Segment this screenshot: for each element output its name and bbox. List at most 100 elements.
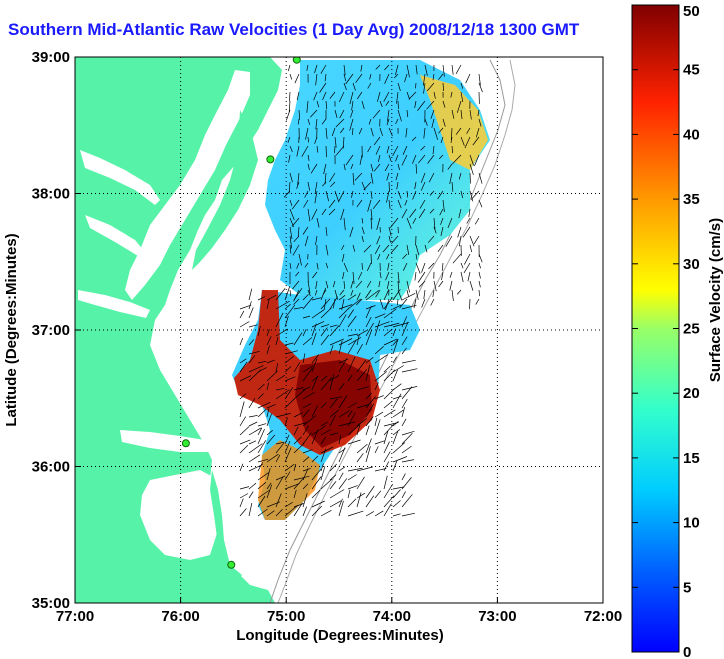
velocity-arrow <box>239 508 247 517</box>
velocity-arrow <box>352 82 356 91</box>
velocity-arrow <box>365 446 371 463</box>
velocity-arrow <box>389 217 399 229</box>
velocity-arrow <box>368 118 372 125</box>
velocity-arrow <box>392 145 399 157</box>
velocity-arrow <box>307 280 311 294</box>
velocity-arrow <box>341 253 345 262</box>
velocity-arrow <box>451 145 454 154</box>
velocity-arrow <box>462 226 471 238</box>
velocity-arrow <box>302 415 317 427</box>
velocity-arrow <box>359 154 363 165</box>
velocity-arrow <box>356 424 361 436</box>
velocity-arrow <box>415 64 418 75</box>
velocity-arrow <box>452 253 462 264</box>
velocity-arrow <box>302 329 307 337</box>
velocity-arrow <box>374 320 381 337</box>
velocity-arrow <box>397 109 402 122</box>
velocity-arrow <box>370 208 373 220</box>
velocity-arrow <box>439 208 444 216</box>
velocity-arrow <box>338 500 344 517</box>
velocity-arrow <box>289 289 292 297</box>
velocity-arrow <box>347 474 357 481</box>
velocity-arrow <box>293 288 303 301</box>
velocity-arrow <box>384 64 390 71</box>
velocity-arrow <box>302 337 313 346</box>
velocity-arrow <box>370 190 373 199</box>
velocity-arrow <box>388 226 392 236</box>
velocity-arrow <box>401 386 418 391</box>
velocity-arrow <box>275 328 288 337</box>
velocity-arrow <box>289 172 293 183</box>
velocity-arrow <box>307 181 311 191</box>
velocity-arrow <box>307 208 311 222</box>
velocity-arrow <box>370 253 372 265</box>
velocity-arrow <box>293 332 303 346</box>
velocity-arrow <box>460 190 464 199</box>
velocity-arrow <box>427 154 435 164</box>
velocity-arrow <box>370 172 374 184</box>
velocity-arrow <box>283 190 291 198</box>
velocity-arrow <box>478 73 481 86</box>
velocity-arrow <box>325 226 328 236</box>
velocity-arrow <box>392 304 402 310</box>
velocity-arrow <box>406 280 410 293</box>
velocity-arrow <box>334 136 337 148</box>
velocity-arrow <box>325 280 329 289</box>
velocity-arrow <box>428 262 435 270</box>
velocity-arrow <box>284 505 298 517</box>
velocity-arrow <box>420 145 426 151</box>
velocity-arrow <box>358 127 363 135</box>
velocity-arrow <box>266 482 272 490</box>
velocity-arrow <box>347 510 364 517</box>
velocity-arrow <box>334 109 338 118</box>
velocity-arrow <box>401 459 414 463</box>
velocity-arrow <box>391 235 399 244</box>
velocity-arrow <box>458 172 462 180</box>
velocity-arrow <box>415 82 417 89</box>
velocity-arrow <box>392 486 405 490</box>
velocity-arrow <box>392 322 409 328</box>
velocity-arrow <box>349 118 354 131</box>
velocity-arrow <box>257 472 269 481</box>
velocity-arrow <box>284 304 296 319</box>
velocity-arrow <box>302 506 307 517</box>
velocity-arrow <box>392 500 401 508</box>
velocity-arrow <box>284 483 300 490</box>
velocity-arrow <box>275 413 291 418</box>
velocity-arrow <box>412 190 417 200</box>
velocity-arrow <box>248 491 254 499</box>
velocity-arrow <box>320 436 327 445</box>
velocity-arrow <box>392 421 399 427</box>
velocity-arrow <box>383 322 400 328</box>
velocity-arrow <box>401 321 409 337</box>
velocity-arrow <box>257 296 266 301</box>
velocity-arrow <box>257 325 261 337</box>
y-tick-label: 39:00 <box>32 49 70 66</box>
velocity-arrow <box>329 374 335 391</box>
velocity-arrow <box>356 453 364 463</box>
velocity-arrow <box>345 73 354 85</box>
velocity-arrow <box>469 235 475 247</box>
velocity-arrow <box>266 413 272 427</box>
velocity-arrow <box>239 310 245 319</box>
velocity-arrow <box>378 280 381 288</box>
delmarva-peninsula <box>192 110 258 270</box>
velocity-arrow <box>440 226 444 236</box>
velocity-arrow <box>455 127 462 135</box>
x-tick-label: 77:00 <box>56 608 94 625</box>
velocity-arrow <box>365 329 373 346</box>
velocity-arrow <box>289 235 293 249</box>
velocity-arrow <box>347 315 357 328</box>
velocity-arrow <box>292 280 300 290</box>
velocity-arrow <box>313 91 318 101</box>
velocity-arrow <box>401 208 408 219</box>
velocity-arrow <box>311 358 318 373</box>
velocity-arrow <box>449 271 453 278</box>
velocity-arrow <box>469 163 474 175</box>
velocity-arrow <box>399 298 408 309</box>
velocity-arrow <box>406 64 410 78</box>
velocity-arrow <box>386 280 390 289</box>
colorbar-tick-label: 15 <box>683 450 700 467</box>
velocity-arrow <box>257 462 264 472</box>
